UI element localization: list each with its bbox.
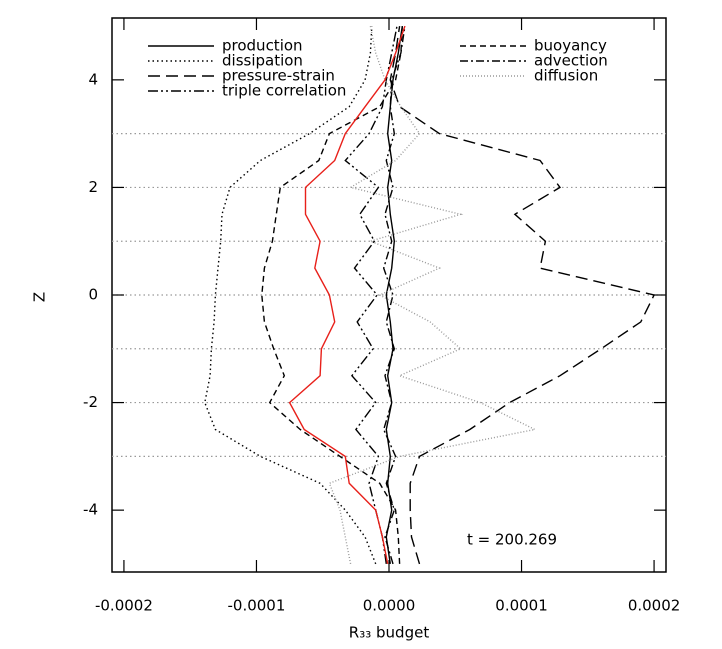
series-line [382, 25, 406, 565]
y-axis-label: Z [31, 292, 49, 302]
x-tick-label: -0.0001 [228, 597, 286, 615]
legend-label: buoyancy [534, 37, 607, 55]
y-tick-label: 2 [88, 178, 98, 196]
x-tick-label: 0.0001 [495, 597, 548, 615]
y-tick-label: -4 [83, 501, 98, 519]
legend-label: dissipation [222, 52, 303, 70]
annotation: t = 200.269 [467, 531, 557, 549]
legend-label: pressure-strain [222, 67, 335, 85]
y-tick-label: 0 [88, 286, 98, 304]
series-line [261, 26, 403, 564]
x-axis-label: R₃₃ budget [349, 624, 430, 642]
series-line [389, 25, 656, 565]
y-tick-label: -2 [83, 393, 98, 411]
legend-label: production [222, 37, 303, 55]
series-line [344, 25, 398, 565]
series-line [288, 25, 406, 565]
legend-label: diffusion [534, 67, 598, 85]
legend-label: advection [534, 52, 608, 70]
y-tick-label: 4 [88, 70, 98, 88]
series-line [385, 25, 403, 565]
x-tick-label: 0.0002 [628, 597, 681, 615]
x-tick-label: -0.0002 [95, 597, 153, 615]
legend-label: triple correlation [222, 82, 346, 100]
series-line [328, 25, 537, 565]
x-tick-label: 0.0000 [363, 597, 416, 615]
